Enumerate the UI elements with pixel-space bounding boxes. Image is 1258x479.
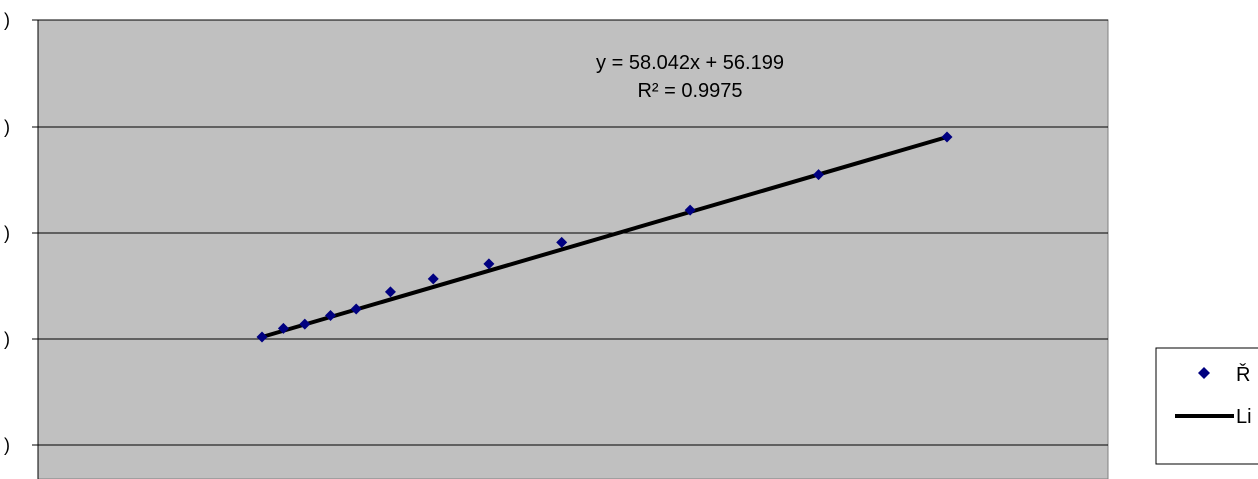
y-tick-label: ) <box>4 10 10 30</box>
data-point <box>384 286 396 298</box>
data-point <box>299 318 311 330</box>
legend: Ř Li <box>1155 347 1258 465</box>
data-point <box>277 322 289 334</box>
y-axis-ticks: ))))) <box>4 10 38 455</box>
trendline-equation: y = 58.042x + 56.199 <box>596 52 784 74</box>
y-tick-label: ) <box>4 435 10 455</box>
legend-marker-diamond <box>1198 367 1210 379</box>
legend-box <box>1155 347 1258 465</box>
gridlines <box>38 19 1108 446</box>
data-point <box>941 131 953 143</box>
legend-label-series: Ř <box>1236 363 1250 386</box>
data-point <box>483 258 495 270</box>
data-point <box>427 273 439 285</box>
trendline-line <box>261 135 948 339</box>
y-tick-label: ) <box>4 329 10 349</box>
data-point <box>325 309 336 321</box>
data-point <box>256 331 268 343</box>
data-point <box>813 169 825 181</box>
data-point <box>684 204 696 216</box>
data-points <box>256 131 953 343</box>
data-point <box>350 303 362 315</box>
trendline <box>261 135 948 339</box>
trendline-r-squared: R² = 0.9975 <box>637 80 742 102</box>
y-tick-label: ) <box>4 223 10 243</box>
y-tick-label: ) <box>4 117 10 137</box>
data-point <box>556 236 568 248</box>
plot-area <box>37 19 1109 479</box>
legend-label-trendline: Li <box>1236 406 1252 428</box>
